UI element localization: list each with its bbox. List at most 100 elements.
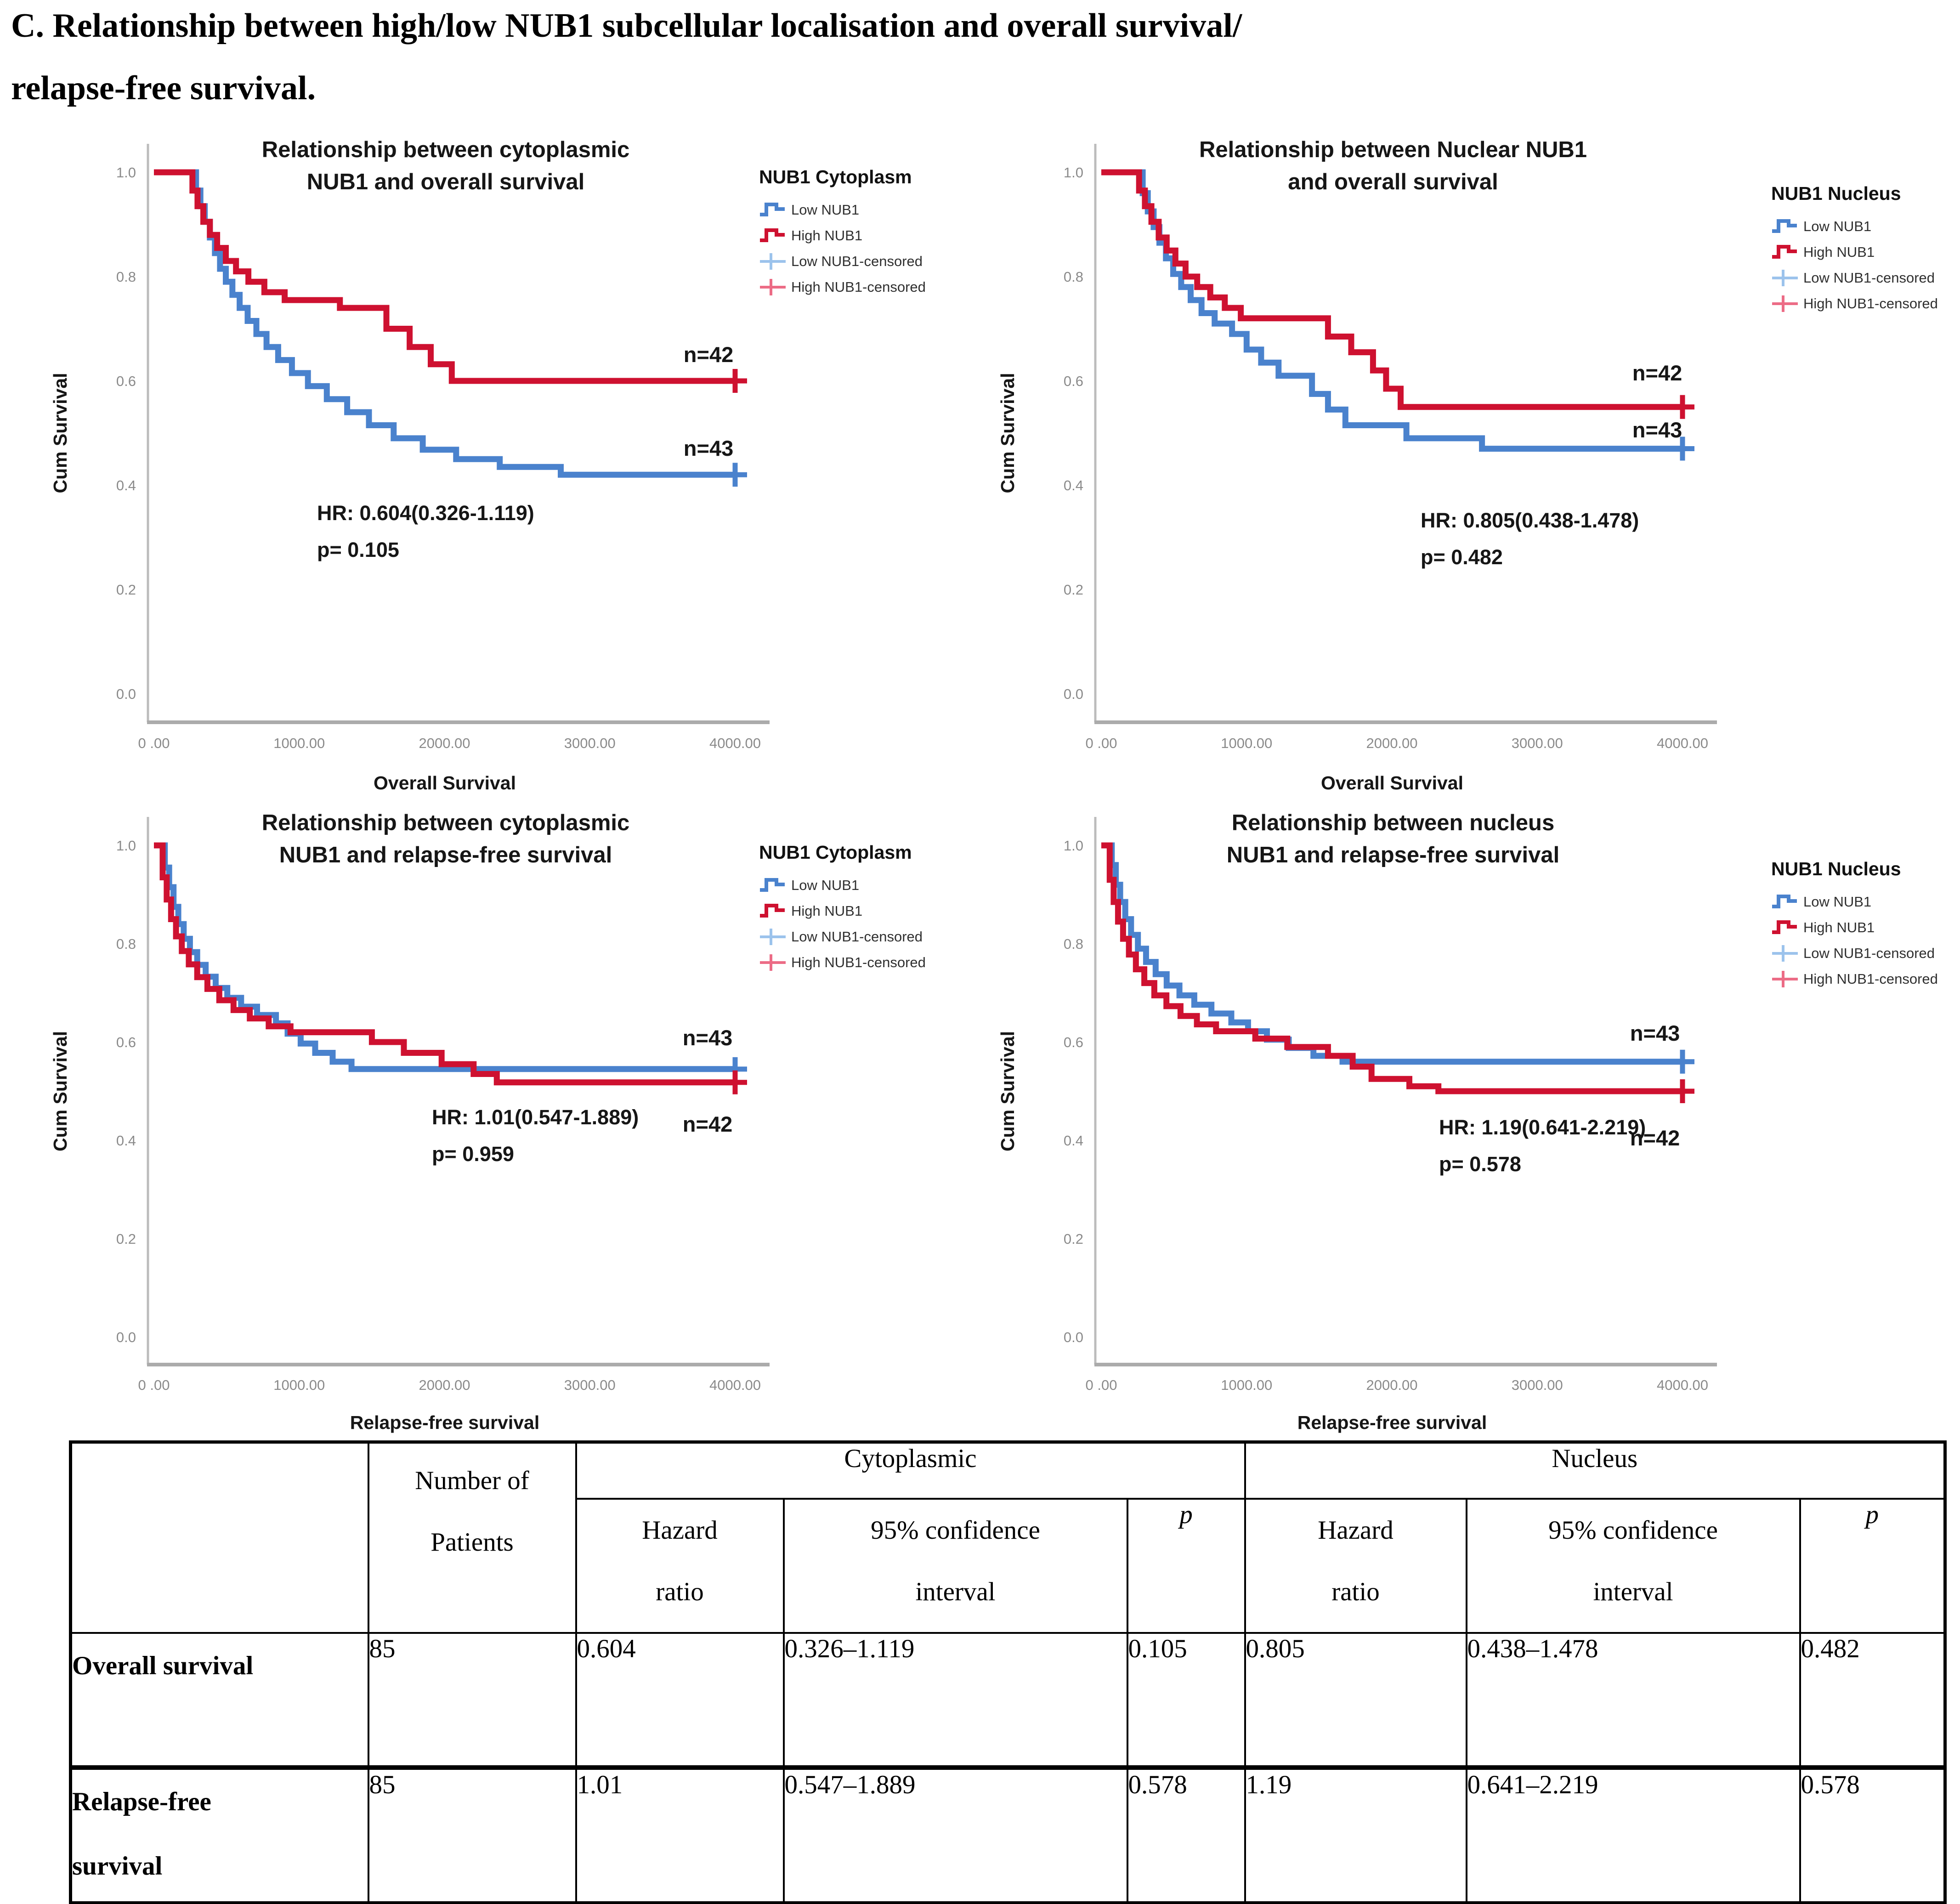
censored-plus-icon bbox=[1772, 971, 1798, 987]
legend-item-high-nub1: High NUB1 bbox=[759, 901, 975, 921]
legend-item-low-nub1: Low NUB1 bbox=[759, 200, 975, 220]
n-label-upper: n=43 bbox=[1630, 1021, 1680, 1045]
cell-cyto-hr: 1.01 bbox=[575, 1767, 785, 1904]
x-tick-label: 1000.00 bbox=[273, 1377, 325, 1393]
y-tick-label: 1.0 bbox=[116, 838, 136, 854]
row-label-overall-survival: Overall survival bbox=[69, 1632, 369, 1770]
y-tick-label: 0.0 bbox=[1064, 1329, 1083, 1345]
n-label-lower: n=42 bbox=[1630, 1126, 1680, 1150]
cell-cyto-ci: 0.547–1.889 bbox=[782, 1767, 1128, 1904]
x-tick-label: 1000.00 bbox=[1221, 1377, 1272, 1393]
chart-title-line2: NUB1 and overall survival bbox=[307, 170, 585, 194]
legend-item-label: High NUB1-censored bbox=[791, 279, 926, 295]
y-tick-label: 0.4 bbox=[1064, 477, 1083, 493]
y-axis-label: Cum Survival bbox=[997, 373, 1018, 493]
col-header-number-of-patients: Number of Patients bbox=[367, 1441, 577, 1634]
chart-title-line2: and overall survival bbox=[1288, 170, 1498, 194]
y-tick-label: 1.0 bbox=[1064, 164, 1083, 181]
censored-plus-icon bbox=[1772, 945, 1798, 962]
legend-item-label: High NUB1 bbox=[1803, 919, 1875, 935]
step-line-icon bbox=[760, 203, 785, 216]
n-label-upper: n=42 bbox=[684, 342, 733, 367]
cell-nuc-p: 0.482 bbox=[1799, 1632, 1946, 1770]
legend-item-low-nub1-censored: Low NUB1-censored bbox=[1771, 943, 1960, 963]
km-curve-low-nub1 bbox=[154, 842, 735, 1072]
hr-annotation: HR: 1.01(0.547-1.889) bbox=[432, 1105, 639, 1129]
cell-nuc-ci: 0.641–2.219 bbox=[1465, 1767, 1801, 1904]
hazard-ratio-table: Number of Patients Cytoplasmic Nucleus H… bbox=[69, 1440, 1947, 1904]
results-table: Number of Patients Cytoplasmic Nucleus H… bbox=[69, 1440, 1947, 1904]
x-tick-label: 4000.00 bbox=[1657, 1377, 1708, 1393]
row-label-text: Relapse-free survival bbox=[72, 1787, 211, 1881]
x-tick-label: 1000.00 bbox=[273, 735, 325, 751]
x-tick-label: 0 .00 bbox=[138, 1377, 170, 1393]
legend-item-high-nub1: High NUB1 bbox=[1771, 918, 1960, 938]
x-tick-label: 4000.00 bbox=[1657, 735, 1708, 751]
x-tick-label: 3000.00 bbox=[564, 735, 616, 751]
legend-item-label: High NUB1-censored bbox=[791, 954, 926, 970]
p-annotation: p= 0.105 bbox=[317, 538, 399, 561]
table-corner-cell bbox=[69, 1441, 369, 1634]
cell-nuc-hr: 1.19 bbox=[1244, 1767, 1467, 1904]
x-tick-label: 0 .00 bbox=[138, 735, 170, 751]
cell-cyto-hr: 0.604 bbox=[575, 1632, 785, 1770]
legend-cytoplasm-rfs: NUB1 Cytoplasm Low NUB1 High NUB1 Low NU… bbox=[759, 842, 975, 978]
y-tick-label: 0.4 bbox=[1064, 1133, 1083, 1149]
y-tick-label: 0.2 bbox=[116, 1231, 136, 1247]
chart-title-line2: NUB1 and relapse-free survival bbox=[1227, 843, 1559, 867]
table-row: Overall survival 85 0.604 0.326–1.119 0.… bbox=[69, 1632, 1946, 1770]
y-tick-label: 0.8 bbox=[116, 269, 136, 285]
legend-nucleus-rfs: NUB1 Nucleus Low NUB1 High NUB1 Low NUB1… bbox=[1771, 858, 1960, 995]
legend-item-label: Low NUB1-censored bbox=[1803, 945, 1935, 961]
step-line-icon bbox=[1772, 895, 1797, 908]
legend-item-label: High NUB1 bbox=[1803, 244, 1875, 260]
y-tick-label: 0.8 bbox=[1064, 269, 1083, 285]
y-tick-label: 1.0 bbox=[1064, 838, 1083, 854]
km-panel-nucleus-rfs: 1.0 0.8 0.6 0.4 0.2 0.0 0 .00 1000.00 2000.00 300… bbox=[989, 802, 1940, 1461]
col-header-text: 95% confidence interval bbox=[871, 1516, 1040, 1606]
y-axis-label: Cum Survival bbox=[50, 1031, 71, 1151]
km-chart-nucleus-os: 1.0 0.8 0.6 0.4 0.2 0.0 0 .00 1000.00 2000.00 300… bbox=[997, 137, 1717, 793]
legend-item-high-nub1-censored: High NUB1-censored bbox=[759, 277, 975, 297]
legend-title: NUB1 Nucleus bbox=[1771, 183, 1901, 204]
n-label-lower: n=43 bbox=[1632, 418, 1682, 442]
n-label-upper: n=43 bbox=[683, 1026, 732, 1050]
censored-plus-icon bbox=[1772, 270, 1798, 286]
table-row: Relapse-free survival 85 1.01 0.547–1.88… bbox=[69, 1767, 1946, 1904]
x-axis-label: Relapse-free survival bbox=[1297, 1412, 1487, 1433]
legend-item-label: Low NUB1 bbox=[1803, 894, 1872, 910]
cell-nuc-ci: 0.438–1.478 bbox=[1465, 1632, 1801, 1770]
x-tick-label: 4000.00 bbox=[709, 1377, 761, 1393]
y-axis-label: Cum Survival bbox=[997, 1031, 1018, 1151]
km-curve-high-nub1 bbox=[154, 842, 735, 1086]
chart-title-line1: Relationship between Nuclear NUB1 bbox=[1199, 137, 1587, 162]
cell-cyto-p: 0.105 bbox=[1126, 1632, 1246, 1770]
x-tick-label: 3000.00 bbox=[1512, 735, 1563, 751]
censored-plus-icon bbox=[760, 954, 786, 971]
x-axis-label: Overall Survival bbox=[1321, 772, 1463, 793]
hr-annotation: HR: 1.19(0.641-2.219) bbox=[1439, 1116, 1646, 1139]
legend-cytoplasm-os: NUB1 Cytoplasm Low NUB1 High NUB1 Low NU… bbox=[759, 166, 975, 303]
x-tick-label: 1000.00 bbox=[1221, 735, 1272, 751]
group-header-cytoplasmic: Cytoplasmic bbox=[575, 1441, 1246, 1500]
col-header-cyto-hazard-ratio: Hazard ratio bbox=[575, 1498, 785, 1634]
y-tick-label: 0.4 bbox=[116, 477, 136, 493]
y-tick-label: 0.4 bbox=[116, 1133, 136, 1149]
col-header-nuc-confidence-interval: 95% confidence interval bbox=[1465, 1498, 1801, 1634]
x-tick-label: 2000.00 bbox=[1366, 735, 1417, 751]
col-header-nuc-hazard-ratio: Hazard ratio bbox=[1244, 1498, 1467, 1634]
legend-item-label: High NUB1 bbox=[791, 903, 863, 919]
y-tick-label: 0.2 bbox=[1064, 582, 1083, 598]
cell-nuc-p: 0.578 bbox=[1799, 1767, 1946, 1904]
legend-item-label: Low NUB1 bbox=[791, 877, 860, 893]
row-label-text: Overall survival bbox=[72, 1651, 254, 1680]
x-tick-label: 3000.00 bbox=[564, 1377, 616, 1393]
y-tick-label: 0.8 bbox=[1064, 936, 1083, 952]
legend-item-label: High NUB1-censored bbox=[1803, 971, 1938, 987]
x-axis-label: Overall Survival bbox=[374, 772, 516, 793]
y-tick-label: 0.2 bbox=[1064, 1231, 1083, 1247]
chart-title-line1: Relationship between nucleus bbox=[1232, 810, 1554, 835]
step-line-icon bbox=[760, 228, 785, 242]
col-header-text: Hazard ratio bbox=[642, 1516, 718, 1606]
